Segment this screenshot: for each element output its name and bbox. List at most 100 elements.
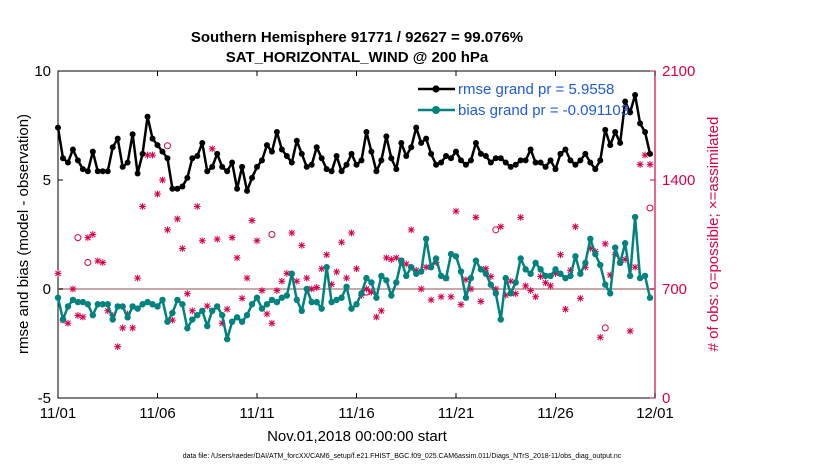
obs-assimilated-point bbox=[572, 223, 579, 231]
bias-point bbox=[174, 296, 181, 304]
obs-count-markers bbox=[54, 142, 654, 351]
rmse-point bbox=[403, 153, 410, 160]
rmse-point bbox=[647, 150, 654, 157]
rmse-point bbox=[383, 133, 390, 140]
rmse-point bbox=[477, 150, 484, 157]
bias-point bbox=[263, 301, 271, 308]
legend-rmse-label: rmse grand pr = 5.9558 bbox=[458, 81, 614, 98]
obs-assimilated-point bbox=[457, 301, 465, 308]
chart-subtitle: SAT_HORIZONTAL_WIND @ 200 hPa bbox=[226, 49, 489, 66]
rmse-point bbox=[288, 159, 295, 166]
rmse-point bbox=[627, 109, 634, 116]
rmse-point bbox=[582, 150, 589, 157]
bias-point bbox=[134, 305, 141, 312]
rmse-point bbox=[592, 166, 599, 173]
rmse-point bbox=[507, 163, 514, 170]
bias-point bbox=[472, 257, 480, 264]
rmse-point bbox=[373, 168, 380, 175]
obs-assimilated-point bbox=[308, 285, 316, 293]
bias-point bbox=[567, 272, 574, 280]
obs-assimilated-point bbox=[631, 263, 639, 271]
bias-point bbox=[383, 277, 390, 284]
bias-point bbox=[338, 294, 345, 301]
obs-assimilated-point bbox=[109, 312, 117, 319]
legend-rmse-marker bbox=[432, 85, 440, 93]
bias-point bbox=[646, 294, 654, 301]
bias-point bbox=[169, 309, 176, 317]
x-tick-label: 11/21 bbox=[438, 405, 474, 422]
obs-assimilated-point bbox=[243, 274, 251, 282]
axis-ticks: 11/01 11/06 11/11 11/16 11/21 11/26 12/01 -5 0 5 1… bbox=[34, 63, 695, 422]
rmse-point bbox=[353, 161, 360, 168]
bias-point bbox=[144, 298, 151, 306]
rmse-point bbox=[453, 148, 459, 155]
obs-assimilated-point bbox=[233, 254, 241, 262]
bias-point bbox=[348, 305, 355, 312]
bias-point bbox=[358, 290, 365, 297]
obs-assimilated-point bbox=[263, 310, 271, 318]
obs-assimilated-point bbox=[552, 270, 559, 277]
rmse-point bbox=[89, 148, 96, 155]
rmse-point bbox=[273, 129, 280, 136]
bias-point bbox=[552, 266, 559, 273]
obs-assimilated-point bbox=[621, 256, 629, 263]
obs-assimilated-point bbox=[412, 266, 420, 274]
rmse-point bbox=[642, 129, 649, 136]
bias-point bbox=[318, 305, 325, 312]
obs-assimilated-point bbox=[238, 294, 246, 302]
obs-assimilated-point bbox=[99, 259, 107, 266]
y-tick-label-right: 2100 bbox=[662, 63, 695, 80]
obs-assimilated-point bbox=[253, 237, 261, 245]
obs-assimilated-point bbox=[377, 307, 385, 315]
rmse-point bbox=[388, 155, 395, 162]
obs-assimilated-point bbox=[318, 265, 326, 273]
bias-point bbox=[403, 272, 410, 280]
bias-point bbox=[248, 301, 256, 308]
obs-assimilated-point bbox=[562, 305, 569, 313]
rmse-point bbox=[348, 150, 355, 157]
obs-assimilated-point bbox=[601, 240, 609, 248]
bias-point bbox=[398, 257, 405, 264]
obs-possible-point bbox=[84, 259, 92, 267]
rmse-point bbox=[199, 139, 206, 146]
y-tick-label-right: 700 bbox=[662, 281, 687, 298]
bias-point bbox=[218, 311, 226, 319]
rmse-point bbox=[244, 187, 251, 194]
obs-assimilated-point bbox=[467, 285, 475, 293]
rmse-point bbox=[413, 124, 420, 131]
bias-point bbox=[303, 285, 310, 293]
obs-assimilated-point bbox=[492, 285, 500, 293]
obs-assimilated-point bbox=[641, 151, 649, 159]
rmse-point bbox=[268, 148, 275, 155]
bias-point bbox=[179, 301, 186, 308]
bias-point bbox=[119, 303, 126, 310]
rmse-point bbox=[159, 148, 166, 155]
bias-point bbox=[572, 253, 579, 260]
obs-assimilated-point bbox=[527, 287, 535, 294]
rmse-point bbox=[323, 166, 330, 173]
obs-assimilated-point bbox=[422, 263, 430, 271]
obs-assimilated-point bbox=[373, 313, 380, 321]
bias-point bbox=[557, 270, 564, 277]
rmse-point bbox=[69, 146, 76, 153]
data-file-footnote: data file: /Users/raeder/DAI/ATM_forcXX/… bbox=[183, 453, 622, 460]
obs-assimilated-point bbox=[183, 290, 191, 298]
bias-point bbox=[323, 264, 330, 271]
bias-point bbox=[612, 244, 619, 251]
bias-point bbox=[492, 290, 499, 297]
rmse-point bbox=[144, 113, 151, 120]
obs-assimilated-point bbox=[507, 277, 515, 285]
bias-point bbox=[517, 255, 524, 262]
obs-assimilated-point bbox=[567, 266, 574, 274]
rmse-point bbox=[637, 120, 644, 127]
obs-assimilated-point bbox=[89, 231, 97, 238]
bias-point bbox=[442, 274, 450, 282]
obs-assimilated-point bbox=[218, 319, 226, 327]
rmse-point bbox=[472, 139, 479, 146]
obs-assimilated-point bbox=[164, 226, 171, 234]
rmse-point bbox=[169, 185, 176, 192]
bias-point bbox=[233, 314, 241, 321]
bias-point bbox=[577, 270, 584, 277]
rmse-point bbox=[134, 170, 141, 177]
x-tick-label: 11/06 bbox=[139, 405, 175, 422]
